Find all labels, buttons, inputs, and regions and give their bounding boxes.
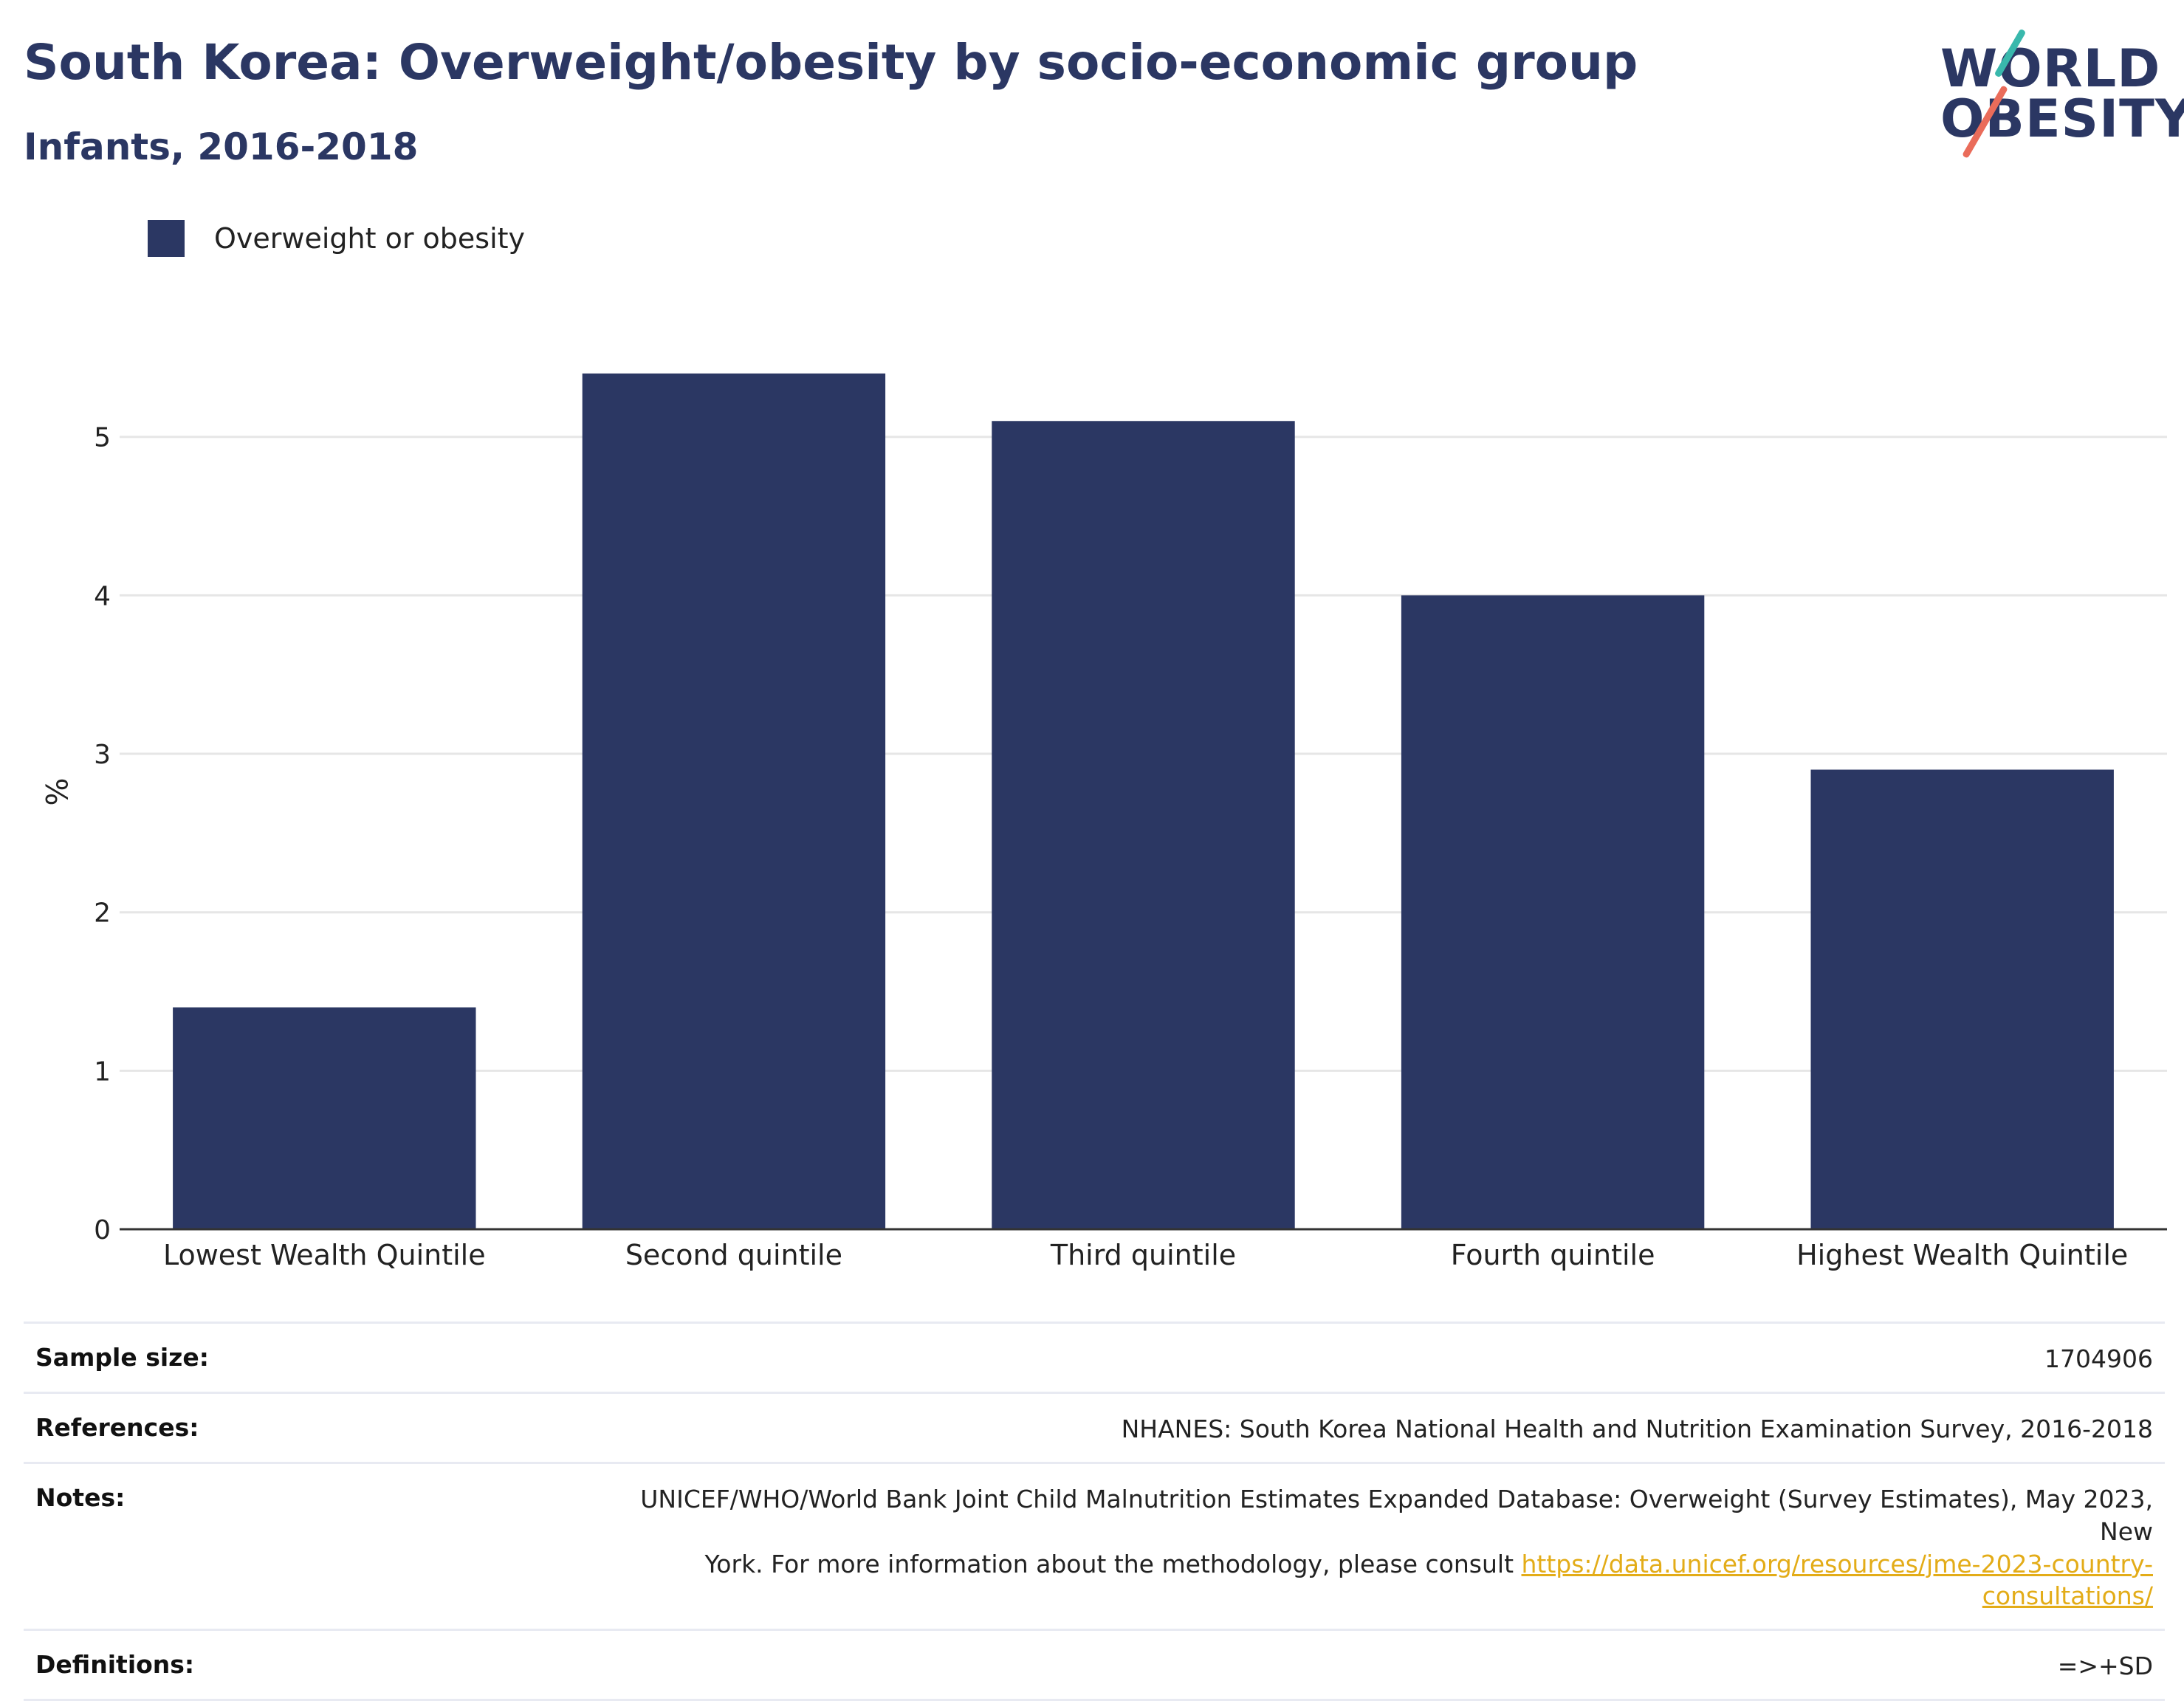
bar-4[interactable] [1401,595,1705,1229]
references-value: NHANES: South Korea National Health and … [1121,1414,2153,1443]
y-tick-labels: 0 1 2 3 4 5 [94,423,111,1245]
logo-word-world: WORLD [1940,38,2161,99]
x-tick-label-3: Third quintile [1050,1239,1236,1271]
y-tick-label-1: 1 [94,1056,111,1087]
x-tick-label-4: Fourth quintile [1451,1239,1655,1271]
notes-line2: York. For more information about the met… [704,1549,1522,1578]
bar-2[interactable] [582,373,886,1229]
x-tick-label-5: Highest Wealth Quintile [1796,1239,2128,1271]
chart-legend[interactable]: Overweight or obesity [148,220,525,257]
definitions-value: =>+SD [2057,1652,2153,1681]
info-row-notes: Notes: UNICEF/WHO/World Bank Joint Child… [24,1461,2165,1629]
definitions-label: Definitions: [35,1650,195,1680]
page-subtitle: Infants, 2016-2018 [24,126,419,168]
world-obesity-logo: WORLD OBESITY [1920,21,2184,161]
logo-word-obesity: OBESITY [1940,89,2184,149]
notes-line1: UNICEF/WHO/World Bank Joint Child Malnut… [640,1484,2153,1546]
y-axis-title: % [38,777,72,805]
methodology-link[interactable]: https://data.unicef.org/resources/jme-20… [1521,1549,2154,1611]
info-row-sample-size: Sample size: 1704906 [24,1322,2165,1392]
sample-size-label: Sample size: [35,1343,209,1372]
info-row-references: References: NHANES: South Korea National… [24,1391,2165,1462]
chart-bars [173,373,2114,1230]
x-tick-labels: Lowest Wealth Quintile Second quintile Thi… [163,1239,2128,1271]
y-tick-label-5: 5 [94,423,111,453]
bar-1[interactable] [173,1007,476,1229]
info-table: Sample size: 1704906 References: NHANES:… [24,1322,2165,1701]
x-tick-label-2: Second quintile [625,1239,842,1271]
y-tick-label-4: 4 [94,581,111,611]
x-tick-label-1: Lowest Wealth Quintile [163,1239,486,1271]
page-title: South Korea: Overweight/obesity by socio… [24,34,1638,91]
y-tick-label-3: 3 [94,740,111,770]
y-tick-label-2: 2 [94,898,111,929]
bar-chart: 0 1 2 3 4 5 Lowest Wealth Quintile Second quin… [38,373,2167,1271]
legend-label: Overweight or obesity [214,222,526,255]
sample-size-value: 1704906 [2044,1344,2153,1373]
y-tick-label-0: 0 [94,1215,111,1245]
info-row-definitions: Definitions: =>+SD [24,1629,2165,1701]
bar-5[interactable] [1810,769,2114,1230]
references-label: References: [35,1412,199,1442]
notes-value: UNICEF/WHO/World Bank Joint Child Malnut… [639,1483,2153,1613]
bar-3[interactable] [992,421,1295,1230]
notes-label: Notes: [35,1482,126,1512]
legend-swatch [148,220,185,257]
